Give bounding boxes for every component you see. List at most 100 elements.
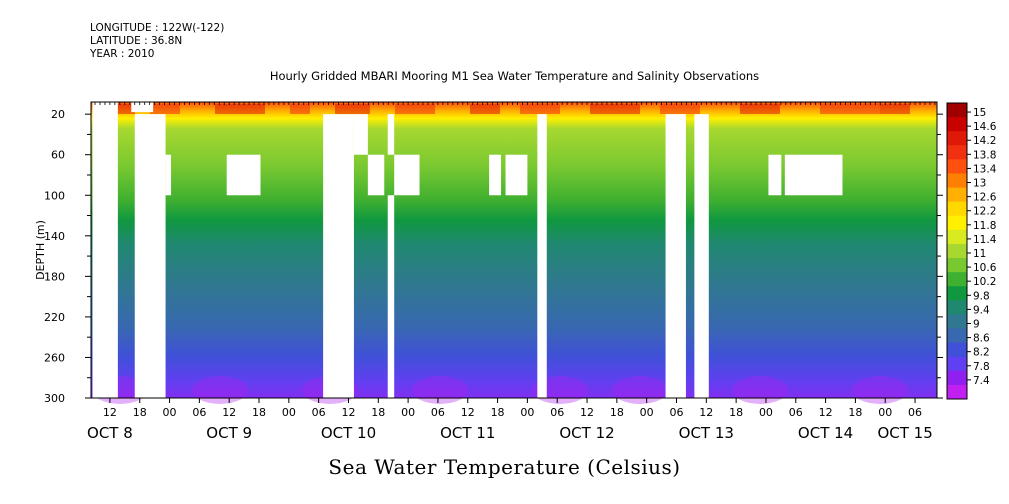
colorbar-swatch xyxy=(947,314,967,330)
cold-bottom-patch xyxy=(412,376,468,404)
colorbar-swatch xyxy=(947,187,967,203)
colorbar-label: 11 xyxy=(973,248,986,260)
x-tick-label: 18 xyxy=(610,406,624,419)
colorbar-swatch xyxy=(947,131,967,146)
x-tick-label: 18 xyxy=(133,406,147,419)
colorbar-label: 11.8 xyxy=(973,220,996,232)
colorbar: 15 14.6 14.2 13.8 13.4 13 12.6 12.2 11.8 11.4 11 10… xyxy=(946,102,997,400)
colorbar-swatch xyxy=(947,384,967,400)
x-tick-label: 18 xyxy=(729,406,743,419)
x-day-label: OCT 8 xyxy=(87,424,133,442)
colorbar-swatch xyxy=(947,370,967,386)
colorbar-label: 9.8 xyxy=(973,290,990,302)
x-tick-label: 00 xyxy=(640,406,654,419)
colorbar-swatch xyxy=(947,342,967,358)
x-tick-label: 06 xyxy=(192,406,206,419)
colorbar-label: 7.8 xyxy=(973,361,990,373)
x-tick-label: 06 xyxy=(550,406,564,419)
warm-surface-patch xyxy=(880,104,910,114)
warm-surface-patch xyxy=(215,104,265,114)
temperature-field xyxy=(91,102,937,404)
latitude-label: LATITUDE : 36.8N xyxy=(90,35,183,47)
missing-data-block xyxy=(131,102,154,113)
colorbar-frame xyxy=(946,102,968,400)
colorbar-label: 14.2 xyxy=(973,135,996,147)
colorbar-label: 7.4 xyxy=(973,375,990,387)
y-axis-label: DEPTH (m) xyxy=(34,220,47,280)
colorbar-label: 15 xyxy=(973,107,986,119)
colorbar-swatch xyxy=(947,117,967,132)
x-day-label: OCT 13 xyxy=(679,424,734,442)
x-tick-label: 06 xyxy=(908,406,922,419)
colorbar-swatch xyxy=(947,173,967,189)
colorbar-swatch xyxy=(947,159,967,174)
x-day-label: OCT 11 xyxy=(440,424,495,442)
colorbar-swatch xyxy=(947,258,967,273)
x-tick-label: 06 xyxy=(431,406,445,419)
warm-surface-patch xyxy=(290,104,310,114)
y-tick-label: 180 xyxy=(44,270,65,283)
x-tick-label: 06 xyxy=(789,406,803,419)
cold-bottom-patch xyxy=(732,376,788,404)
longitude-label: LONGITUDE : 122W(-122) xyxy=(90,22,225,34)
colorbar-label: 12.6 xyxy=(973,192,997,204)
x-tick-label: 18 xyxy=(491,406,505,419)
colorbar-label: 10.6 xyxy=(973,262,997,274)
colorbar-swatch xyxy=(947,328,967,344)
x-day-label: OCT 15 xyxy=(877,424,932,442)
warm-surface-patch xyxy=(740,104,780,114)
cold-bottom-patch xyxy=(852,376,908,404)
missing-data-block xyxy=(505,154,528,196)
colorbar-label: 11.4 xyxy=(973,234,997,246)
colorbar-label: 9.4 xyxy=(973,304,990,316)
colorbar-swatch xyxy=(947,356,967,372)
warm-surface-patch xyxy=(590,104,640,114)
x-tick-label: 12 xyxy=(103,406,117,419)
colorbar-swatch xyxy=(947,300,967,315)
cold-bottom-patch xyxy=(612,376,668,404)
missing-data-block xyxy=(394,154,420,196)
y-tick-label: 140 xyxy=(44,230,65,243)
colorbar-swatch xyxy=(947,272,967,287)
colorbar-label: 10.2 xyxy=(973,276,996,288)
y-tick-label: 220 xyxy=(44,311,65,324)
x-tick-label: 00 xyxy=(282,406,296,419)
missing-data-block xyxy=(134,114,166,399)
x-tick-label: 12 xyxy=(699,406,713,419)
missing-data-block xyxy=(784,154,843,196)
colorbar-label: 8.2 xyxy=(973,347,990,359)
missing-data-block xyxy=(165,154,172,196)
year-label: YEAR : 2010 xyxy=(90,48,155,60)
colorbar-label: 8.6 xyxy=(973,333,990,345)
missing-data-block xyxy=(489,154,502,196)
colorbar-swatch xyxy=(947,215,967,231)
y-tick-label: 260 xyxy=(44,351,65,364)
x-axis-title: Sea Water Temperature (Celsius) xyxy=(328,455,681,479)
missing-data-regions xyxy=(92,102,843,399)
x-tick-label: 12 xyxy=(819,406,833,419)
y-tick-label: 20 xyxy=(51,108,65,121)
y-tick-label: 60 xyxy=(51,149,65,162)
colorbar-label: 13 xyxy=(973,178,986,190)
colorbar-label: 13.8 xyxy=(973,149,996,161)
warm-surface-patch xyxy=(150,104,180,114)
missing-data-block xyxy=(694,114,709,399)
missing-data-block xyxy=(768,154,782,196)
plot-frame xyxy=(90,101,938,399)
location-metadata: LONGITUDE : 122W(-122) LATITUDE : 36.8N … xyxy=(90,22,224,61)
y-tick-label: 300 xyxy=(44,392,65,405)
x-tick-label: 06 xyxy=(669,406,683,419)
x-axis-ticks: 12 18 00 06 12 18 00 06 12 18 00 06 12 18 00 06 12 18 00 06… xyxy=(87,398,933,442)
y-tick-label: 100 xyxy=(44,189,65,202)
y-axis-ticks: 20 60 100 140 180 220 260 300 xyxy=(44,108,943,405)
x-day-label: OCT 14 xyxy=(798,424,853,442)
x-tick-label: 18 xyxy=(848,406,862,419)
missing-data-block xyxy=(665,114,686,399)
x-day-label: OCT 12 xyxy=(559,424,614,442)
missing-data-block xyxy=(537,114,547,399)
warm-surface-patch xyxy=(660,104,700,114)
x-tick-label: 12 xyxy=(341,406,355,419)
warm-surface-patch xyxy=(820,104,880,114)
axes xyxy=(90,101,938,399)
